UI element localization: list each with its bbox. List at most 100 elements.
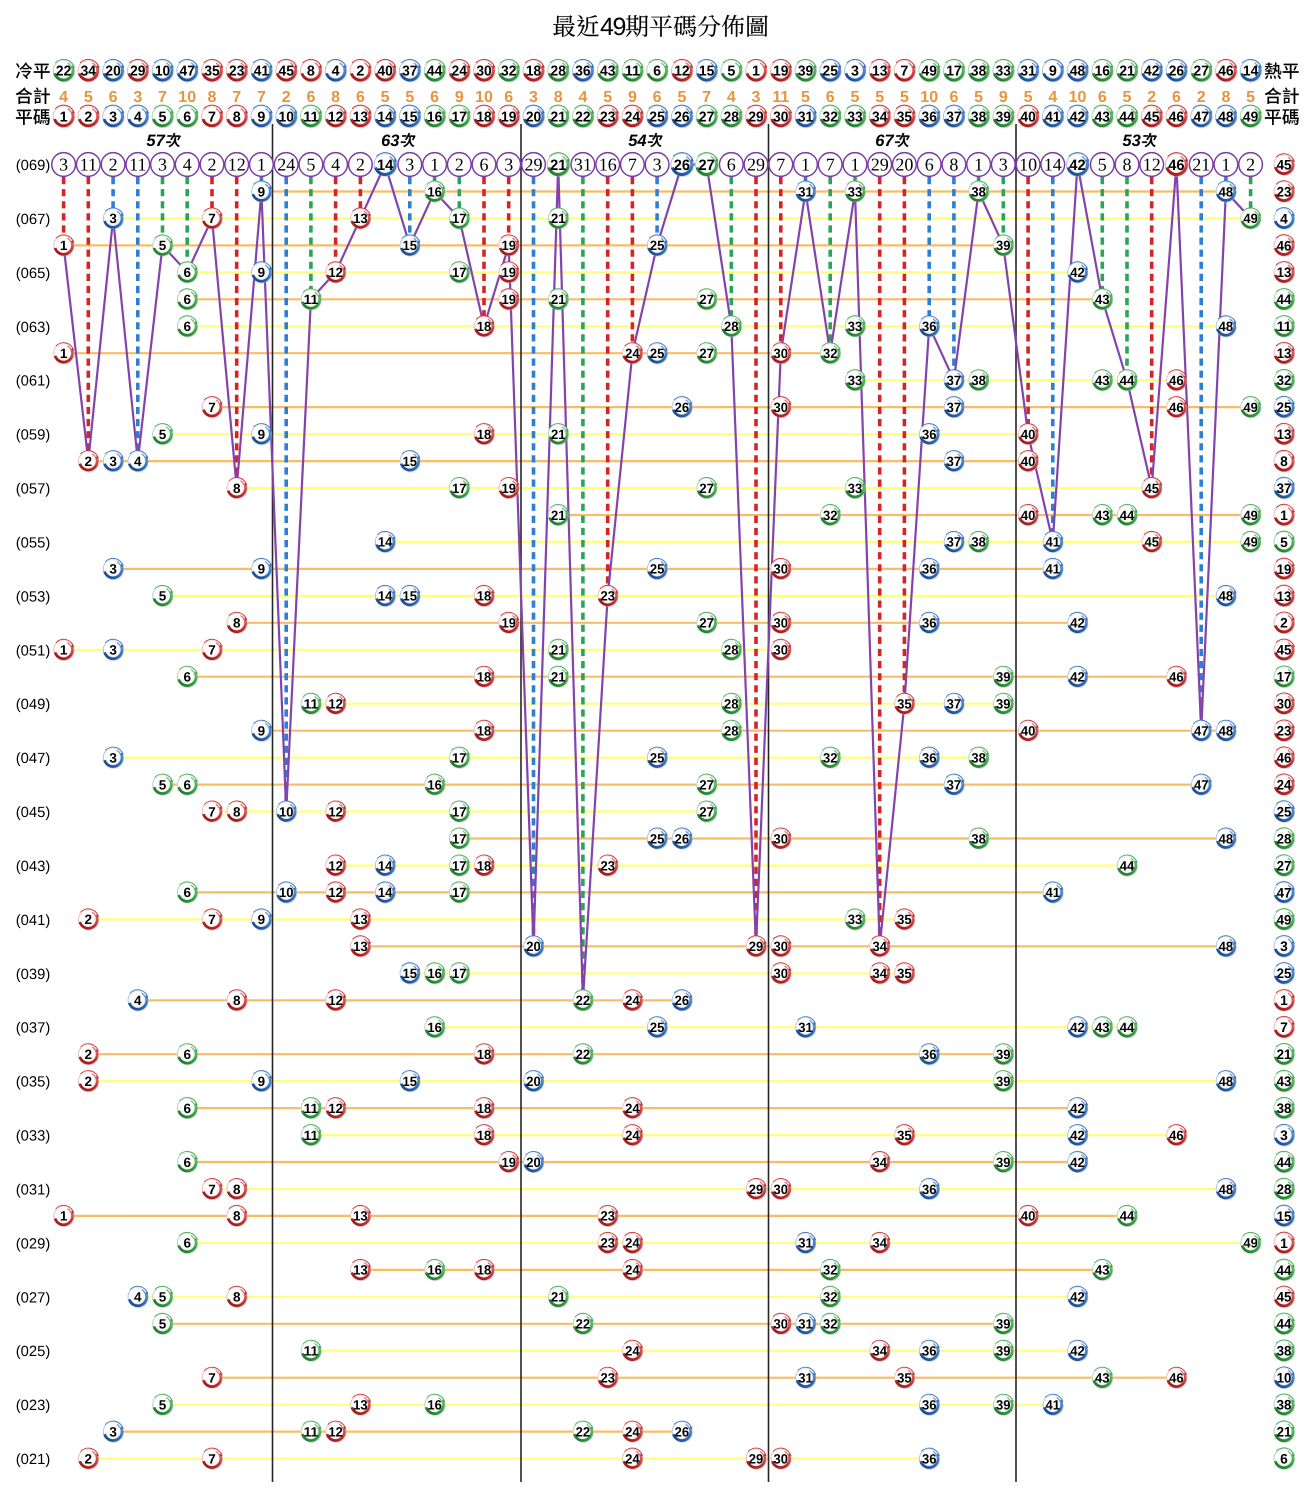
svg-text:31: 31: [798, 1317, 813, 1332]
svg-text:37: 37: [947, 535, 962, 550]
svg-text:12: 12: [228, 155, 246, 175]
svg-text:5: 5: [405, 89, 414, 106]
svg-text:21: 21: [550, 156, 567, 173]
svg-text:(051): (051): [16, 643, 51, 659]
svg-text:28: 28: [724, 724, 739, 739]
svg-text:38: 38: [971, 63, 987, 79]
svg-text:3: 3: [109, 750, 117, 765]
svg-text:6: 6: [183, 885, 191, 900]
svg-text:5: 5: [159, 589, 167, 604]
svg-text:28: 28: [1277, 831, 1292, 846]
svg-text:35: 35: [204, 63, 220, 79]
svg-text:21: 21: [1277, 1047, 1292, 1062]
svg-text:43: 43: [1095, 1371, 1110, 1386]
svg-text:38: 38: [971, 831, 986, 846]
svg-text:39: 39: [996, 1344, 1011, 1359]
svg-text:46: 46: [1277, 750, 1292, 765]
svg-text:21: 21: [551, 211, 566, 226]
svg-text:10: 10: [155, 63, 170, 79]
svg-text:30: 30: [774, 1317, 789, 1332]
svg-text:43: 43: [1095, 373, 1110, 388]
svg-text:45: 45: [1144, 535, 1159, 550]
svg-text:19: 19: [501, 1155, 516, 1170]
svg-text:42: 42: [1070, 1128, 1085, 1143]
svg-text:28: 28: [724, 643, 739, 658]
svg-text:32: 32: [823, 109, 838, 125]
svg-text:30: 30: [774, 643, 789, 658]
svg-text:7: 7: [208, 400, 216, 415]
svg-text:2: 2: [84, 109, 92, 125]
svg-text:8: 8: [233, 1209, 241, 1224]
svg-text:63: 63: [381, 132, 399, 150]
svg-text:37: 37: [947, 777, 962, 792]
svg-text:42: 42: [1070, 1101, 1085, 1116]
svg-text:37: 37: [947, 373, 962, 388]
svg-text:46: 46: [1169, 400, 1184, 415]
svg-text:7: 7: [208, 643, 216, 658]
svg-text:39: 39: [996, 1398, 1011, 1413]
svg-text:13: 13: [1277, 589, 1292, 604]
svg-text:36: 36: [922, 1182, 937, 1197]
svg-text:44: 44: [1120, 508, 1135, 523]
svg-text:13: 13: [1277, 346, 1292, 361]
svg-text:18: 18: [526, 63, 542, 79]
svg-text:47: 47: [1194, 109, 1209, 125]
svg-text:7: 7: [208, 211, 216, 226]
svg-text:2: 2: [85, 1047, 93, 1062]
svg-text:41: 41: [254, 63, 270, 79]
svg-text:31: 31: [798, 1020, 813, 1035]
svg-text:32: 32: [823, 1317, 838, 1332]
svg-text:4: 4: [59, 89, 68, 106]
svg-text:43: 43: [1095, 1020, 1110, 1035]
svg-text:1: 1: [60, 1209, 68, 1224]
svg-text:5: 5: [603, 89, 612, 106]
svg-text:9: 9: [455, 89, 464, 106]
svg-text:24: 24: [625, 993, 640, 1008]
svg-text:42: 42: [1070, 1020, 1085, 1035]
svg-text:12: 12: [1143, 155, 1161, 175]
svg-text:54: 54: [628, 132, 646, 150]
svg-text:5: 5: [974, 89, 983, 106]
svg-text:10: 10: [920, 89, 938, 106]
svg-text:(029): (029): [16, 1236, 51, 1252]
svg-text:12: 12: [328, 697, 343, 712]
svg-text:22: 22: [576, 1317, 591, 1332]
svg-text:42: 42: [1070, 265, 1085, 280]
svg-text:15: 15: [1277, 1209, 1292, 1224]
svg-text:6: 6: [183, 265, 191, 280]
svg-text:33: 33: [996, 63, 1012, 79]
svg-text:22: 22: [56, 63, 71, 79]
svg-text:8: 8: [1280, 454, 1288, 469]
svg-text:29: 29: [871, 155, 889, 175]
svg-text:11: 11: [80, 155, 97, 175]
svg-text:21: 21: [1119, 63, 1135, 79]
svg-text:30: 30: [774, 966, 789, 981]
svg-text:24: 24: [277, 155, 295, 175]
svg-text:2: 2: [1147, 89, 1156, 106]
svg-text:25: 25: [650, 562, 665, 577]
svg-text:3: 3: [109, 109, 117, 125]
svg-text:7: 7: [826, 155, 835, 175]
svg-text:19: 19: [501, 292, 516, 307]
svg-text:3: 3: [405, 155, 414, 175]
svg-text:17: 17: [452, 885, 467, 900]
svg-text:(055): (055): [16, 535, 51, 551]
svg-text:7: 7: [702, 89, 711, 106]
svg-text:42: 42: [1144, 63, 1159, 79]
svg-text:14: 14: [377, 156, 394, 173]
svg-text:8: 8: [1221, 89, 1230, 106]
svg-text:3: 3: [851, 63, 859, 79]
svg-text:12: 12: [328, 858, 343, 873]
svg-text:36: 36: [922, 562, 937, 577]
svg-text:30: 30: [774, 400, 789, 415]
svg-text:5: 5: [900, 89, 909, 106]
svg-text:6: 6: [356, 89, 365, 106]
svg-text:6: 6: [1098, 89, 1107, 106]
svg-text:11: 11: [304, 1424, 319, 1439]
svg-text:(043): (043): [16, 859, 51, 875]
svg-text:36: 36: [922, 1344, 937, 1359]
svg-text:19: 19: [1277, 562, 1292, 577]
svg-text:23: 23: [600, 109, 616, 125]
svg-text:7: 7: [208, 1182, 216, 1197]
svg-text:2: 2: [109, 155, 118, 175]
